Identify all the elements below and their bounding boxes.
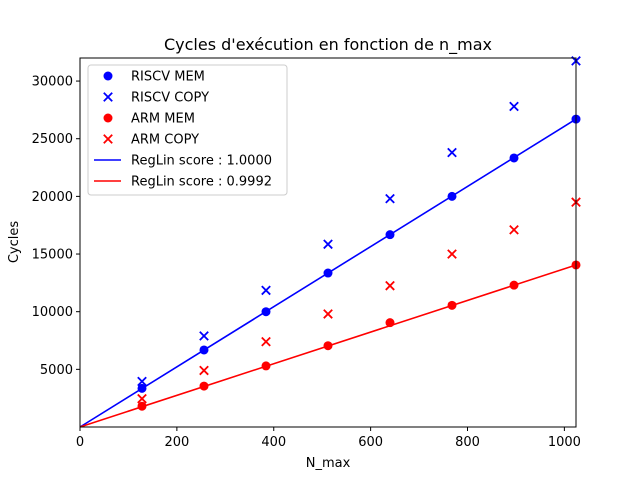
y-tick-label-3: 20000 [32, 190, 73, 205]
data-point-s1-1 [199, 331, 209, 341]
legend-label-5: RegLin score : 0.9992 [131, 175, 272, 190]
y-tick-label-4: 25000 [32, 132, 73, 147]
data-point-s0-2 [261, 307, 271, 317]
x-tick-label-4: 800 [455, 435, 480, 450]
data-point-s2-1 [199, 381, 209, 391]
legend-label-1: RISCV COPY [131, 91, 209, 106]
data-point-s3-3 [323, 309, 333, 319]
legend: RISCV MEM RISCV COPY ARM MEM ARM COPY RegLin… [87, 64, 288, 196]
data-point-s2-3 [323, 341, 333, 351]
legend-label-0: RISCV MEM [131, 70, 205, 85]
x-tick-label-3: 600 [358, 435, 383, 450]
data-point-s1-0 [137, 376, 147, 387]
data-point-s1-3 [323, 239, 333, 250]
plot-area: 0 200 400 600 800 1000 5000 10000 15000 20000 2500… [32, 56, 581, 450]
legend-marker-0 [103, 71, 113, 81]
chart-title: Cycles d'exécution en fonction de n_max [164, 35, 492, 55]
data-point-s0-5 [447, 191, 457, 201]
data-point-s2-5 [447, 300, 457, 310]
data-point-s1-4 [385, 193, 395, 204]
data-point-s3-4 [385, 280, 395, 291]
data-point-s2-0 [137, 401, 147, 411]
legend-label-3: ARM COPY [131, 133, 199, 148]
x-tick-label-2: 400 [261, 435, 286, 450]
y-tick-label-2: 15000 [32, 248, 73, 263]
series-markers [137, 56, 581, 411]
data-point-s3-5 [447, 249, 457, 259]
data-point-s1-6 [509, 101, 519, 112]
x-tick-label-0: 0 [76, 435, 84, 450]
data-point-s3-1 [199, 365, 209, 376]
data-point-s0-3 [323, 268, 333, 278]
x-tick-label-5: 1000 [548, 435, 581, 450]
x-tick-label-1: 200 [164, 435, 189, 450]
legend-label-4: RegLin score : 1.0000 [131, 154, 272, 169]
data-point-s0-1 [199, 345, 209, 355]
data-point-s3-0 [137, 393, 147, 404]
data-point-s3-6 [509, 224, 519, 235]
y-tick-label-1: 10000 [32, 305, 73, 320]
data-point-s0-0 [137, 383, 147, 393]
x-axis-label: N_max [306, 456, 351, 471]
data-point-s3-2 [261, 336, 271, 347]
data-point-s0-4 [385, 230, 395, 240]
axes-frame [79, 57, 577, 428]
data-point-s2-2 [261, 361, 271, 371]
data-point-s0-6 [509, 153, 519, 163]
y-tick-label-5: 30000 [32, 75, 73, 90]
data-point-s2-4 [385, 318, 395, 328]
data-point-s2-6 [509, 280, 519, 290]
legend-marker-1 [103, 92, 113, 102]
y-tick-label-0: 5000 [40, 363, 73, 378]
legend-marker-2 [103, 113, 113, 123]
data-point-s1-2 [261, 285, 271, 296]
y-axis-label: Cycles [7, 221, 22, 264]
legend-label-2: ARM MEM [131, 112, 195, 127]
legend-marker-3 [103, 134, 113, 144]
data-point-s1-5 [447, 147, 457, 158]
legend-box [87, 64, 288, 196]
